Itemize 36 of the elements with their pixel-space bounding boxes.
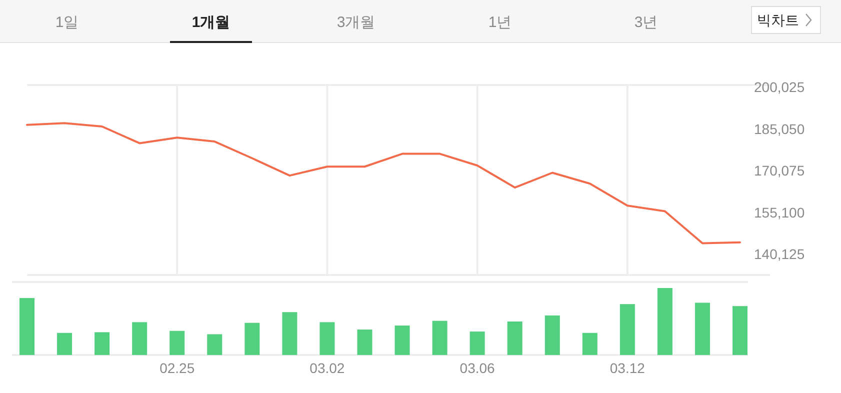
x-tick-label: 03.02 [310, 360, 345, 376]
bar [694, 302, 710, 355]
bar [207, 334, 222, 355]
bar [20, 298, 34, 355]
bar [507, 322, 522, 355]
text: 1년 [488, 14, 512, 31]
y-tick-label: 155,100 [754, 204, 805, 220]
line-series [26, 122, 741, 244]
bar [170, 330, 185, 355]
y-tick-label: 185,050 [754, 120, 805, 137]
bar [432, 320, 448, 355]
x-tick-label: 03.12 [610, 360, 646, 376]
bar [657, 288, 672, 355]
bar [582, 332, 598, 355]
bar [320, 322, 335, 355]
bar [282, 312, 298, 355]
bar [470, 332, 485, 355]
text: 1개월 [192, 14, 230, 31]
bar [244, 322, 260, 355]
bar [544, 315, 560, 355]
y-tick-label: 200,025 [754, 79, 805, 96]
bar [357, 330, 372, 355]
text: 빅차트 [757, 12, 799, 28]
text: 3년 [634, 14, 658, 31]
text: 1일 [55, 14, 79, 31]
bar [732, 306, 748, 355]
x-tick-label: 02.25 [160, 360, 195, 376]
bar [620, 304, 635, 355]
y-tick-label: 140,125 [754, 246, 805, 262]
bar [132, 322, 148, 355]
bar [94, 332, 110, 355]
x-tick-label: 03.06 [460, 360, 496, 376]
bar [57, 332, 72, 355]
text: 3개월 [336, 14, 376, 31]
y-tick-label: 170,075 [754, 162, 805, 179]
bar [394, 326, 410, 355]
